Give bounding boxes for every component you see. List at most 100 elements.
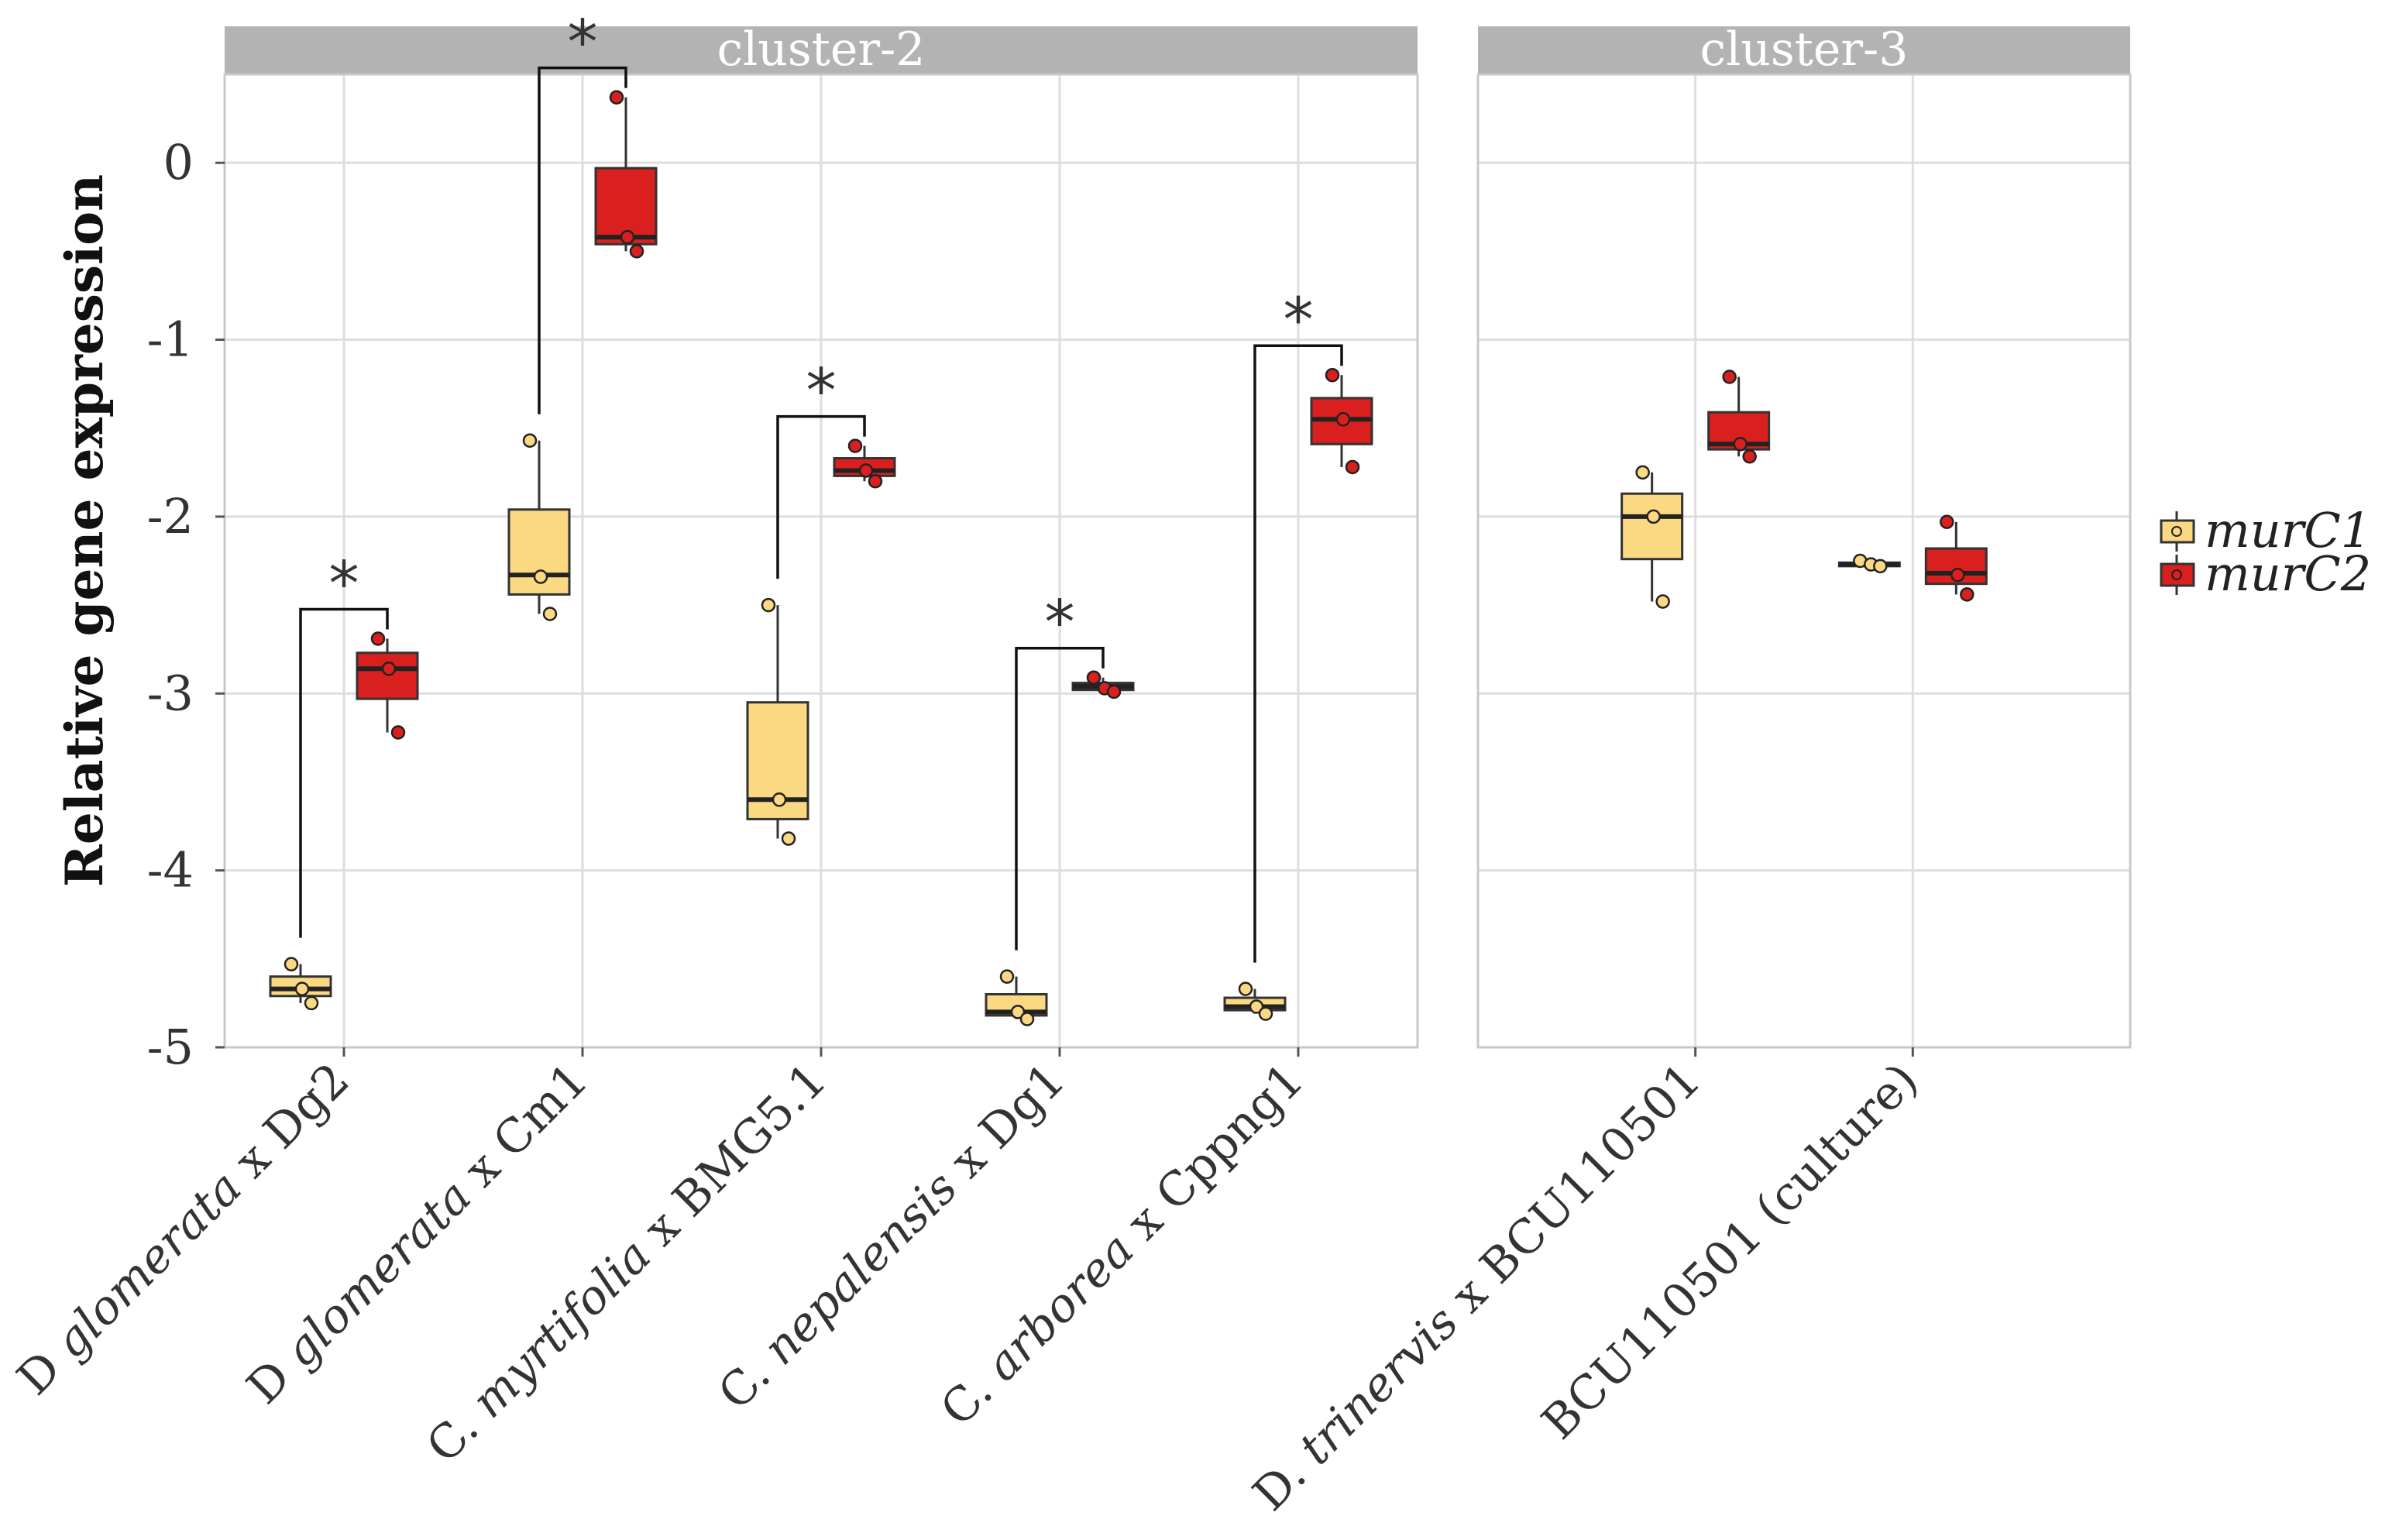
data-point: [772, 792, 787, 807]
data-point: [999, 969, 1015, 984]
data-point: [609, 90, 624, 105]
data-point: [781, 831, 796, 846]
data-point: [761, 597, 776, 613]
data-point: [1238, 981, 1253, 996]
data-point: [304, 995, 319, 1011]
facet-strip-label: cluster-2: [717, 22, 926, 77]
legend-key: [2160, 555, 2195, 595]
significance-asterisk: *: [568, 9, 598, 78]
y-tick-label: -3: [147, 665, 194, 721]
category-group: *: [746, 357, 896, 846]
data-point: [1646, 509, 1661, 524]
category-group: [1620, 370, 1771, 609]
facet-panel: cluster-3: [1476, 22, 2132, 1049]
legend-key-point: [2171, 569, 2182, 580]
box-murC1: [1837, 553, 1901, 574]
significance-bracket: *: [538, 9, 627, 414]
data-point: [1940, 514, 1954, 530]
data-point: [1733, 437, 1748, 452]
facet-strip: [1478, 26, 2130, 74]
y-tick-label: -2: [147, 488, 194, 545]
y-axis-title: Relative gene expression: [54, 174, 115, 887]
legend-label: murC1: [2205, 502, 2371, 559]
box-murC1: [1223, 981, 1287, 1021]
data-point: [847, 438, 863, 453]
significance-bracket: *: [1015, 589, 1105, 950]
data-point: [1960, 587, 1974, 602]
box-murC2: [594, 90, 658, 259]
significance-asterisk: *: [1045, 589, 1075, 658]
legend-key-point: [2171, 526, 2182, 537]
data-point: [1873, 559, 1888, 574]
category-group: *: [269, 549, 419, 1011]
bracket-line: [776, 414, 866, 579]
y-tick-label: -1: [147, 311, 194, 368]
data-point: [1325, 367, 1340, 383]
box-murC1: [985, 969, 1048, 1026]
box-murC1: [269, 957, 332, 1011]
data-point: [1655, 594, 1670, 609]
y-tick-label: 0: [163, 134, 194, 191]
category-group: *: [1223, 286, 1373, 1021]
y-tick-label: -5: [147, 1019, 194, 1075]
facet-strip-label: cluster-3: [1700, 22, 1909, 77]
significance-asterisk: *: [329, 549, 359, 619]
data-point: [294, 981, 310, 996]
data-point: [1258, 1006, 1273, 1021]
y-axis: 0 -1 -2 -3 -4 -5: [147, 134, 225, 1075]
bracket-line: [1253, 344, 1343, 963]
box-iqr: [1620, 492, 1684, 561]
bracket-line: [538, 66, 627, 414]
data-point: [1086, 670, 1101, 685]
data-point: [522, 433, 538, 448]
panels-layer: cluster-2 * * * * * cluster-3: [223, 9, 2132, 1049]
facet-strip: [225, 26, 1418, 74]
facet-panel: cluster-2 * * * * *: [223, 9, 1419, 1049]
data-point: [1249, 999, 1264, 1014]
significance-bracket: *: [1253, 286, 1343, 963]
data-point: [370, 631, 386, 646]
box-murC2: [1924, 514, 1988, 602]
category-group: *: [507, 9, 658, 621]
box-murC2: [1071, 670, 1135, 700]
data-point: [1106, 684, 1122, 700]
data-point: [1722, 370, 1737, 384]
significance-asterisk: *: [806, 357, 837, 427]
data-point: [620, 229, 635, 245]
significance-bracket: *: [299, 549, 389, 938]
panel-border: [1476, 73, 2132, 1049]
legend-key: [2160, 511, 2195, 552]
category-group: *: [985, 589, 1135, 1026]
data-point: [1345, 459, 1360, 475]
panel-background: [1478, 74, 2130, 1047]
box-iqr: [356, 651, 419, 700]
data-point: [1742, 449, 1757, 464]
data-point: [542, 607, 558, 621]
box-murC1: [507, 433, 571, 621]
data-point: [381, 662, 397, 676]
legend-label: murC2: [2205, 545, 2371, 602]
bracket-line: [1015, 646, 1105, 950]
data-point: [1010, 1005, 1026, 1019]
data-point: [1950, 568, 1965, 583]
box-murC1: [1620, 465, 1684, 609]
data-point: [858, 463, 874, 478]
box-murC2: [356, 631, 419, 740]
significance-bracket: *: [776, 357, 866, 579]
data-point: [1019, 1012, 1035, 1026]
data-point: [533, 569, 548, 584]
bracket-line: [299, 607, 389, 938]
box-murC2: [833, 438, 896, 489]
data-point: [284, 957, 299, 971]
box-murC1: [746, 597, 809, 846]
category-group: [1837, 514, 1988, 602]
box-murC2: [1707, 370, 1771, 464]
data-point: [868, 473, 883, 489]
data-point: [1635, 465, 1650, 480]
data-point: [629, 244, 644, 259]
data-point: [390, 725, 406, 740]
y-tick-label: -4: [147, 842, 194, 899]
significance-asterisk: *: [1284, 286, 1314, 356]
